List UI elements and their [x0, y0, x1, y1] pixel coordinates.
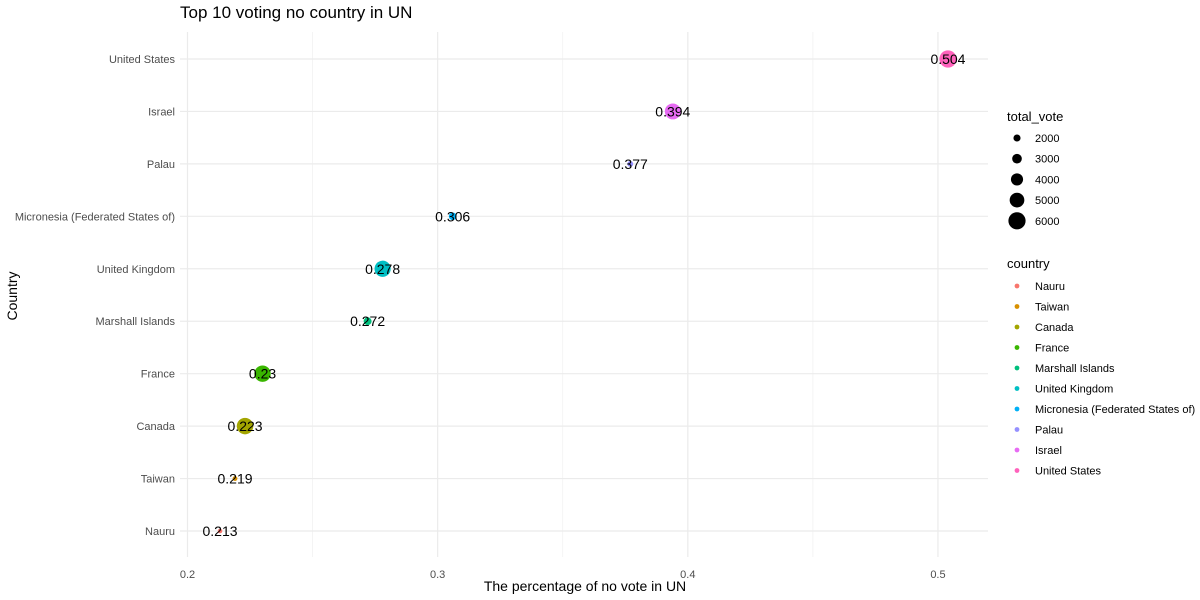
- y-tick-label: Taiwan: [141, 474, 175, 486]
- x-tick-label: 0.3: [430, 569, 445, 581]
- data-label: 0.306: [435, 208, 470, 224]
- color-legend-label: Micronesia (Federated States of): [1035, 404, 1195, 416]
- color-legend-key: [1014, 304, 1020, 309]
- data-label: 0.377: [613, 156, 648, 172]
- color-legend-label: Nauru: [1035, 281, 1065, 293]
- color-legend-label: Taiwan: [1035, 302, 1069, 314]
- data-point: [363, 317, 372, 326]
- color-legend-key: [1014, 427, 1020, 432]
- grid-layer: [180, 32, 988, 557]
- data-label: 0.219: [218, 471, 253, 487]
- size-legend-label: 6000: [1035, 216, 1059, 228]
- y-tick-label: United States: [109, 54, 176, 66]
- size-legend-label: 3000: [1035, 154, 1059, 166]
- x-tick-label: 0.5: [930, 569, 945, 581]
- color-legend-label: Palau: [1035, 425, 1063, 437]
- data-point: [236, 417, 254, 435]
- color-legend-key: [1014, 283, 1020, 289]
- data-point: [627, 160, 634, 167]
- y-tick-label: United Kingdom: [97, 264, 175, 276]
- size-legend-key: [1010, 173, 1024, 186]
- data-label: 0.223: [228, 418, 263, 434]
- x-tick-label: 0.2: [180, 569, 195, 581]
- size-legend-key: [1013, 134, 1021, 142]
- data-labels: 0.213 0.219 0.223 0.23 0.272 0.278 0.306 0.377 0…: [203, 51, 966, 539]
- x-axis-ticks: 0.2 0.3 0.4 0.5: [180, 569, 946, 581]
- color-legend-label: France: [1035, 343, 1069, 355]
- data-point: [217, 528, 223, 534]
- color-legend-key: [1014, 468, 1020, 473]
- size-legend-title: total_vote: [1007, 109, 1063, 124]
- data-label: 0.504: [930, 51, 965, 67]
- data-point: [254, 365, 271, 382]
- color-legend-key: [1014, 345, 1020, 350]
- y-tick-label: France: [141, 369, 175, 381]
- y-axis-title: Country: [4, 271, 20, 320]
- color-legend: country Nauru Taiwan Canada France Marshall …: [1007, 256, 1195, 478]
- data-point: [374, 260, 391, 277]
- data-point: [448, 212, 457, 221]
- size-legend-label: 4000: [1035, 174, 1059, 186]
- data-point: [939, 50, 957, 68]
- data-label: 0.272: [350, 313, 385, 329]
- color-legend-label: United States: [1035, 466, 1102, 478]
- data-label: 0.213: [203, 523, 238, 539]
- data-label: 0.278: [365, 261, 400, 277]
- color-legend-label: United Kingdom: [1035, 384, 1113, 396]
- data-point: [664, 103, 681, 120]
- color-legend-key: [1014, 406, 1020, 412]
- data-points: [217, 50, 957, 534]
- color-legend-key: [1014, 386, 1020, 391]
- color-legend-title: country: [1007, 256, 1050, 271]
- y-tick-label: Nauru: [145, 526, 175, 538]
- chart-title: Top 10 voting no country in UN: [180, 3, 412, 22]
- size-legend-label: 5000: [1035, 195, 1059, 207]
- color-legend-label: Israel: [1035, 445, 1062, 457]
- data-label: 0.23: [249, 366, 276, 382]
- data-label: 0.394: [655, 103, 690, 119]
- size-legend-key: [1012, 153, 1022, 164]
- x-axis-title: The percentage of no vote in UN: [484, 578, 686, 594]
- y-axis-ticks: Nauru Taiwan Canada France Marshall Islands U…: [15, 54, 176, 538]
- y-tick-label: Canada: [136, 421, 175, 433]
- size-legend: total_vote 2000 3000 4000 5000 6000: [1007, 109, 1063, 230]
- color-legend-key: [1014, 324, 1020, 330]
- x-tick-label: 0.4: [680, 569, 695, 581]
- y-tick-label: Palau: [147, 159, 175, 171]
- size-legend-label: 2000: [1035, 133, 1059, 145]
- y-tick-label: Micronesia (Federated States of): [15, 211, 175, 223]
- color-legend-key: [1014, 365, 1020, 371]
- data-point: [232, 476, 238, 481]
- color-legend-label: Canada: [1035, 322, 1074, 334]
- y-tick-label: Marshall Islands: [96, 316, 176, 328]
- color-legend-label: Marshall Islands: [1035, 363, 1115, 375]
- color-legend-key: [1014, 447, 1020, 453]
- size-legend-key: [1008, 212, 1026, 230]
- size-legend-key: [1009, 192, 1025, 208]
- y-tick-label: Israel: [148, 106, 175, 118]
